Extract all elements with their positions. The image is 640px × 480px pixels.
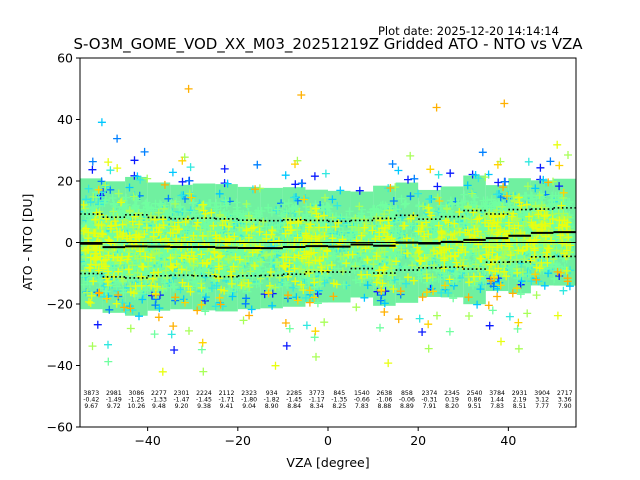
bin-std-label: 7.83	[355, 403, 369, 410]
bin-std-label: 9.20	[175, 403, 189, 410]
bin-count-label: 3086	[128, 390, 144, 397]
bin-count-label: 934	[266, 390, 278, 397]
statistics-lines	[80, 207, 576, 279]
bin-std-label: 10.26	[128, 403, 146, 410]
bin-mean-label: -1.33	[151, 397, 167, 404]
y-tick-label: 0	[65, 235, 73, 250]
bin-mean-label: 3.12	[535, 397, 549, 404]
bin-mean-label: -1.35	[331, 397, 347, 404]
bin-std-label: 7.77	[535, 403, 549, 410]
x-axis: −40 −20 0 20 40	[134, 427, 516, 448]
bin-mean-label: -0.31	[421, 397, 437, 404]
bin-mean-label: -1.49	[106, 397, 122, 404]
bin-count-label: 2277	[151, 390, 167, 397]
x-tick-label: 20	[410, 433, 426, 448]
bin-mean-label: -1.82	[264, 397, 280, 404]
x-axis-label: VZA [degree]	[286, 455, 369, 470]
bin-mean-label: -0.06	[399, 397, 415, 404]
bin-count-label: 3784	[489, 390, 505, 397]
y-axis: 60 40 20 0 −20 −40 −60	[47, 51, 80, 435]
bin-count-label: 2374	[422, 390, 438, 397]
y-tick-label: 60	[57, 51, 73, 66]
bin-std-label: 8.89	[400, 403, 414, 410]
scatter-points	[80, 84, 576, 376]
bin-mean-label: 3.36	[558, 397, 572, 404]
bin-std-label: 7.91	[423, 403, 437, 410]
x-tick-label: 40	[500, 433, 516, 448]
bin-std-label: 9.51	[468, 403, 482, 410]
bin-std-label: 8.84	[287, 403, 301, 410]
bin-count-label: 845	[333, 390, 345, 397]
y-tick-label: 40	[57, 112, 73, 127]
bin-mean-label: 0.86	[468, 397, 482, 404]
bin-count-label: 2323	[241, 390, 257, 397]
bin-std-label: 8.90	[265, 403, 279, 410]
bin-mean-label: -1.17	[309, 397, 325, 404]
bin-count-label: 2285	[286, 390, 302, 397]
bin-mean-label: -1.25	[128, 397, 144, 404]
bin-std-label: 7.90	[558, 403, 572, 410]
bin-std-label: 7.83	[490, 403, 504, 410]
bin-count-label: 2112	[219, 390, 235, 397]
bin-mean-label: -1.80	[241, 397, 257, 404]
bin-count-label: 2981	[106, 390, 122, 397]
bin-std-label: 8.25	[332, 403, 346, 410]
bin-std-label: 9.04	[242, 403, 256, 410]
bin-count-label: 2224	[196, 390, 212, 397]
bin-std-label: 8.20	[445, 403, 459, 410]
scatter-marker-group	[94, 84, 572, 331]
plot-date: Plot date: 2025-12-20 14:14:14	[378, 24, 559, 38]
bin-mean-label: 0.19	[445, 397, 459, 404]
bin-std-label: 8.34	[310, 403, 324, 410]
bin-count-label: 2301	[174, 390, 190, 397]
x-tick-label: 0	[324, 433, 332, 448]
bin-count-label: 1540	[354, 390, 370, 397]
bin-std-label: 9.67	[84, 403, 98, 410]
bin-count-label: 3873	[83, 390, 99, 397]
bin-mean-label: -0.42	[83, 397, 99, 404]
y-tick-label: −20	[47, 297, 73, 312]
bin-std-label: 9.48	[152, 403, 166, 410]
y-tick-label: −60	[47, 420, 73, 435]
bin-statistics: 3873-0.429.67 2981-1.499.72 3086-1.2510.26…	[83, 390, 572, 410]
bin-std-label: 9.72	[107, 403, 121, 410]
bin-count-label: 2638	[376, 390, 392, 397]
bin-mean-label: 2.19	[513, 397, 527, 404]
bin-std-label: 8.51	[513, 403, 527, 410]
bin-mean-label: -1.71	[219, 397, 235, 404]
bin-std-label: 8.88	[377, 403, 391, 410]
bin-mean-label: -1.47	[173, 397, 189, 404]
chart-title: S-O3M_GOME_VOD_XX_M03_20251219Z Gridded …	[73, 35, 583, 54]
bin-count-label: 3773	[309, 390, 325, 397]
bin-mean-label: 1.44	[490, 397, 504, 404]
bin-std-label: 9.38	[197, 403, 211, 410]
x-tick-label: −40	[134, 433, 160, 448]
scatter-marker-group	[94, 156, 568, 347]
bin-mean-label: -1.45	[196, 397, 212, 404]
bin-count-label: 3904	[534, 390, 550, 397]
bin-count-label: 2931	[512, 390, 528, 397]
bin-mean-label: -1.06	[376, 397, 392, 404]
bin-mean-label: -1.45	[286, 397, 302, 404]
y-tick-label: −40	[47, 358, 73, 373]
y-tick-label: 20	[57, 174, 73, 189]
bin-count-label: 2717	[557, 390, 573, 397]
y-axis-label: ATO - NTO [DU]	[20, 194, 35, 291]
bin-count-label: 2540	[467, 390, 483, 397]
bin-count-label: 858	[401, 390, 413, 397]
bin-std-label: 9.41	[220, 403, 234, 410]
bin-mean-label: -0.66	[354, 397, 370, 404]
bin-count-label: 2345	[444, 390, 460, 397]
x-tick-label: −20	[225, 433, 251, 448]
